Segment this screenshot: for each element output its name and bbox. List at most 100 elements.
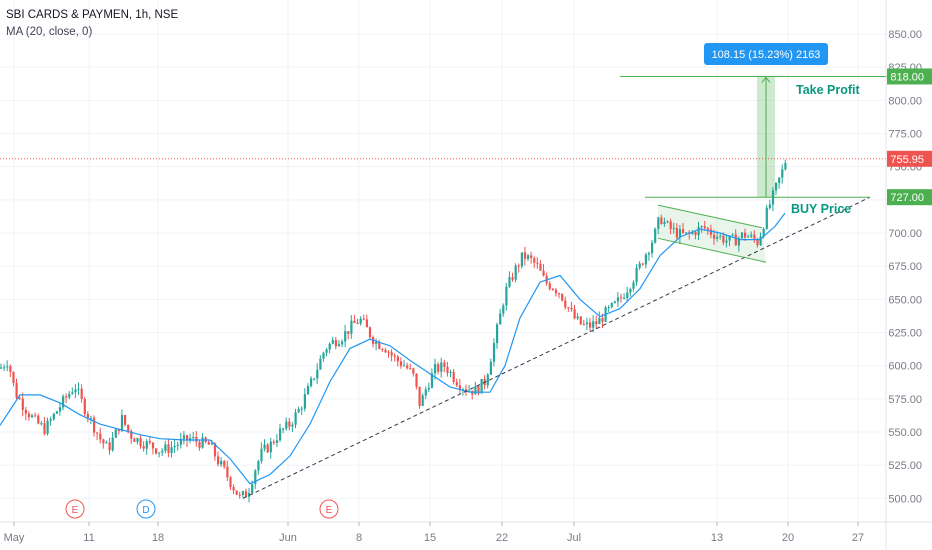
candle-body <box>195 436 198 442</box>
channel-top-line[interactable] <box>657 204 763 229</box>
candle-body <box>173 446 176 448</box>
take-profit-annotation[interactable]: Take Profit <box>796 83 861 97</box>
candle-body <box>551 288 554 290</box>
event-marker[interactable] <box>65 499 85 519</box>
candle-body <box>458 385 461 390</box>
candles <box>0 159 787 503</box>
candle-body <box>117 429 120 432</box>
candle-body <box>765 207 768 229</box>
candle-body <box>753 234 756 240</box>
candle-body <box>275 440 279 443</box>
candle-body <box>192 436 195 439</box>
candle-body <box>573 309 576 319</box>
candle-body <box>148 441 151 443</box>
candle-body <box>108 442 111 451</box>
candle-body <box>244 491 248 497</box>
candle-body <box>347 331 350 334</box>
candle-body <box>682 229 685 233</box>
indicator-label[interactable]: MA (20, close, 0) <box>6 26 93 38</box>
candle-body <box>303 394 306 409</box>
candle-body <box>403 365 406 367</box>
candle-body <box>474 386 477 395</box>
candle-body <box>567 307 570 309</box>
candle-body <box>328 343 331 350</box>
candle-body <box>158 452 161 454</box>
candle-body <box>179 438 182 445</box>
candle-body <box>694 231 697 236</box>
candle-body <box>399 361 403 366</box>
symbol-title[interactable]: SBI CARDS & PAYMEN, 1h, NSE <box>6 9 179 21</box>
candle-body <box>455 381 458 386</box>
trendline-support[interactable] <box>242 196 871 499</box>
candle-body <box>499 313 502 325</box>
ma-line <box>0 212 786 485</box>
candle-body <box>12 371 15 384</box>
candle-body <box>201 437 204 448</box>
event-marker[interactable] <box>136 499 156 519</box>
candle-body <box>576 316 579 319</box>
time-tick-label: 20 <box>782 532 794 544</box>
candle-body <box>678 229 682 238</box>
candle-body <box>570 308 573 310</box>
time-axis[interactable]: May 11 18 Jun 8 15 22 Jul 13 20 27 <box>0 521 932 544</box>
candle-body <box>651 242 654 254</box>
candle-body <box>533 258 536 263</box>
candle-body <box>424 389 427 396</box>
price-tick-label: 575.00 <box>888 394 922 406</box>
candle-body <box>539 263 542 271</box>
candle-body <box>285 421 288 429</box>
candle-body <box>505 286 508 306</box>
candle-body <box>105 442 108 444</box>
candle-body <box>477 386 480 394</box>
price-tick-label: 775.00 <box>888 129 922 141</box>
candle-body <box>306 385 310 395</box>
candle-body <box>316 369 319 379</box>
candle-body <box>620 297 623 299</box>
candle-body <box>675 228 678 238</box>
candle-body <box>409 368 412 370</box>
candle-body <box>375 342 378 345</box>
time-tick-label: 18 <box>152 532 164 544</box>
candle-body <box>0 367 3 369</box>
buy-price-annotation[interactable]: BUY Price <box>791 202 851 216</box>
drawings-front: 108.15 (15.23%) 2163 Take Profit BUY Price… <box>0 43 890 519</box>
price-axis[interactable]: 850.00825.00800.00775.00750.00725.00700.… <box>885 0 932 550</box>
candle-body <box>83 398 86 414</box>
candle-body <box>248 492 251 497</box>
candle-body <box>96 432 99 434</box>
grid <box>0 0 886 522</box>
candle-body <box>99 433 102 440</box>
candle-body <box>337 344 341 347</box>
event-marker[interactable] <box>319 499 339 519</box>
candle-body <box>747 236 750 238</box>
candle-body <box>657 217 660 229</box>
candle-body <box>319 358 322 370</box>
candle-body <box>582 324 585 326</box>
candle-body <box>241 491 244 495</box>
candle-body <box>641 263 644 265</box>
candle-body <box>170 447 173 453</box>
candle-body <box>127 424 130 432</box>
candle-body <box>666 221 669 223</box>
candle-body <box>709 229 713 235</box>
candle-body <box>46 420 49 434</box>
measure-label-text: 108.15 (15.23%) 2163 <box>712 49 821 61</box>
candle-body <box>80 388 83 399</box>
candle-body <box>325 349 328 353</box>
candle-body <box>55 411 58 414</box>
time-tick-label: Jun <box>279 532 297 544</box>
candle-body <box>93 417 96 433</box>
candle-body <box>486 374 489 386</box>
candle-body <box>102 439 105 444</box>
candle-body <box>626 292 629 299</box>
candle-body <box>527 255 530 259</box>
candle-body <box>368 327 372 338</box>
channel-bottom-line[interactable] <box>657 237 767 263</box>
candle-body <box>288 421 291 427</box>
candle-body <box>468 390 471 392</box>
candle-body <box>362 318 365 320</box>
candle-body <box>434 364 437 374</box>
candle-body <box>89 417 93 419</box>
candle-body <box>644 254 647 265</box>
